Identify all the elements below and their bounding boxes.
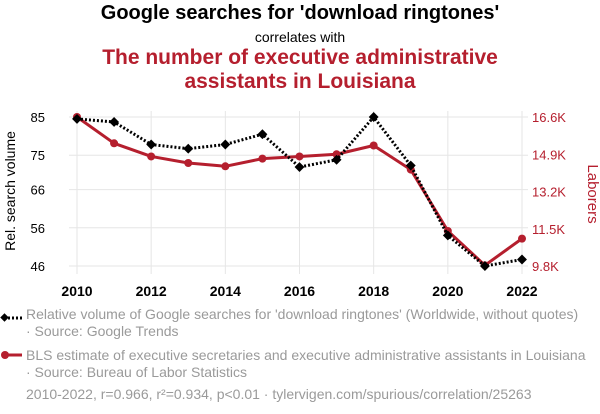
point-laborers <box>184 159 193 168</box>
legend-label-searches: Relative volume of Google searches for '… <box>26 306 579 339</box>
left-tick-label: 56 <box>31 221 45 236</box>
point-laborers <box>147 152 156 161</box>
x-tick-label: 2020 <box>432 283 463 299</box>
right-tick-label: 13.2K <box>532 185 566 200</box>
footer-stats: 2010-2022, r=0.966, r²=0.934, p<0.01 · t… <box>26 386 532 402</box>
right-tick-label: 16.6K <box>532 110 566 125</box>
point-searches <box>72 113 82 124</box>
point-laborers <box>110 139 119 148</box>
point-laborers <box>258 154 267 163</box>
point-searches <box>294 162 305 172</box>
legend-swatch-searches <box>0 313 22 322</box>
point-searches <box>220 139 231 150</box>
legend-swatch-laborers <box>1 351 22 359</box>
y-axis-title-right: Laborers <box>584 164 600 223</box>
chart-title-secondary: The number of executive administrative a… <box>0 46 600 94</box>
legend-label-laborers: BLS estimate of executive secretaries an… <box>26 347 586 380</box>
chart-plot: 85 75 66 56 46 16.6K 14.9K 13.2K 11.5K 9.8K 2010 20… <box>2 110 600 299</box>
point-searches <box>479 261 490 271</box>
left-tick-label: 46 <box>31 259 45 274</box>
point-laborers <box>369 141 378 150</box>
x-tick-label: 2018 <box>358 283 389 299</box>
point-searches <box>183 143 194 154</box>
title2-line2: assistants in Louisiana <box>184 70 416 93</box>
y-axis-title-left: Rel. search volume <box>2 131 18 251</box>
x-tick-label: 2022 <box>506 283 537 299</box>
point-searches <box>331 154 342 165</box>
point-laborers <box>295 152 304 161</box>
point-searches <box>517 254 527 265</box>
point-searches <box>442 230 453 241</box>
right-tick-label: 11.5K <box>532 222 565 237</box>
point-searches <box>109 117 120 127</box>
x-tick-label: 2014 <box>210 283 241 299</box>
x-tick-label: 2016 <box>284 283 315 299</box>
point-searches <box>146 139 157 150</box>
chart-title: Google searches for 'download ringtones' <box>100 2 500 24</box>
chart-subtitle: correlates with <box>254 29 346 45</box>
left-tick-label: 75 <box>31 148 45 163</box>
right-tick-label: 9.8K <box>532 259 559 274</box>
point-laborers <box>518 234 526 243</box>
x-tick-label: 2010 <box>61 283 92 299</box>
point-searches <box>405 160 416 171</box>
point-searches <box>257 129 268 140</box>
title2-line1: The number of executive administrative <box>102 46 498 69</box>
x-tick-label: 2012 <box>136 283 167 299</box>
point-laborers <box>221 162 230 171</box>
left-tick-label: 66 <box>31 183 45 198</box>
right-tick-label: 14.9K <box>532 147 566 162</box>
left-tick-label: 85 <box>31 110 45 125</box>
